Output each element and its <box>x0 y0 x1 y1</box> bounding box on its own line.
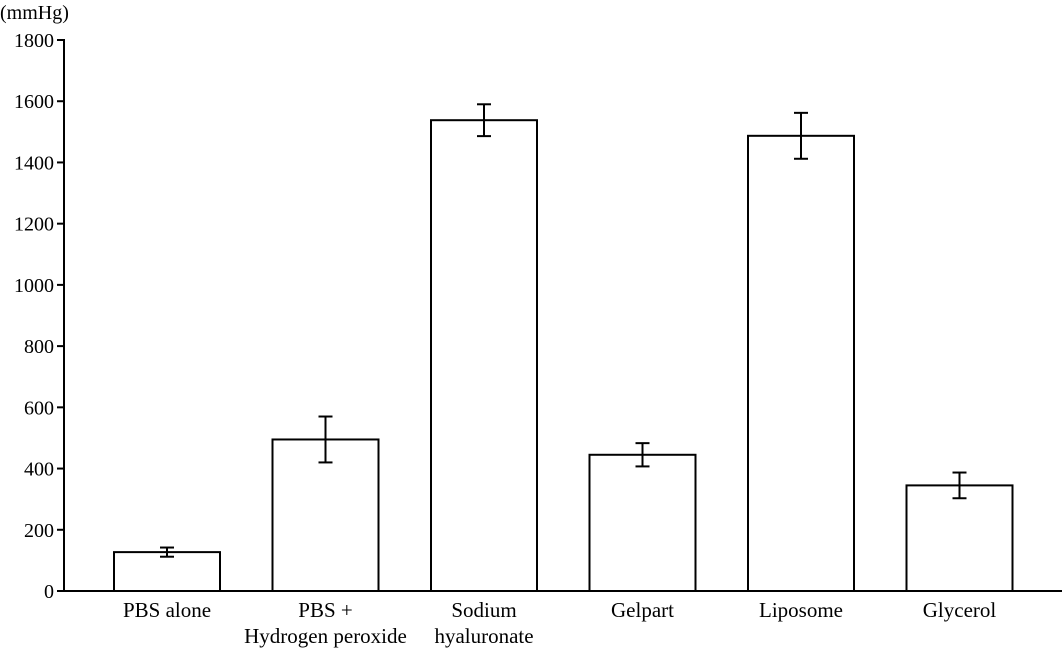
category-labels: PBS alone PBS + Hydrogen peroxide Sodium hya… <box>123 598 996 648</box>
error-bars <box>160 103 967 558</box>
bar <box>430 119 538 592</box>
category-label-line: Glycerol <box>923 598 997 622</box>
y-tick-label: 1200 <box>14 214 54 236</box>
bar <box>113 551 221 593</box>
category-label-line: Hydrogen peroxide <box>244 624 407 648</box>
error-bar <box>477 103 491 138</box>
y-tick-label: 1400 <box>14 152 54 174</box>
y-tick-label: 1800 <box>14 30 54 52</box>
y-axis: 0 200 400 600 800 1000 1200 1400 1600 1800 <box>14 30 65 603</box>
category-label: Sodium hyaluronate <box>434 598 533 648</box>
error-bar <box>952 471 967 500</box>
category-label-line: Gelpart <box>611 598 674 622</box>
category-label-line: Liposome <box>759 598 843 622</box>
category-label-line: PBS alone <box>123 598 211 622</box>
bar <box>747 134 855 592</box>
bar <box>905 484 1014 592</box>
category-label: PBS alone <box>123 598 211 622</box>
y-tick-label: 0 <box>44 581 54 603</box>
bars <box>113 119 1014 593</box>
y-tick-label: 400 <box>24 459 54 481</box>
category-label: Gelpart <box>611 598 674 622</box>
category-label-line: PBS + <box>298 598 352 622</box>
bar <box>271 438 380 592</box>
error-bar <box>318 415 333 464</box>
category-label-line: Sodium <box>451 598 516 622</box>
error-bar <box>160 546 174 558</box>
error-bar <box>635 442 650 468</box>
bar <box>588 453 697 592</box>
y-tick-label: 200 <box>24 520 54 542</box>
y-tick-label: 800 <box>24 336 54 358</box>
y-axis-unit-label: (mmHg) <box>0 2 69 24</box>
y-tick-label: 600 <box>24 397 54 419</box>
error-bar <box>794 111 808 160</box>
y-tick-label: 1600 <box>14 91 54 113</box>
category-label: Liposome <box>759 598 843 622</box>
y-tick-label: 1000 <box>14 275 54 297</box>
category-label: Glycerol <box>923 598 997 622</box>
category-label: PBS + Hydrogen peroxide <box>244 598 407 648</box>
category-label-line: hyaluronate <box>434 624 533 648</box>
